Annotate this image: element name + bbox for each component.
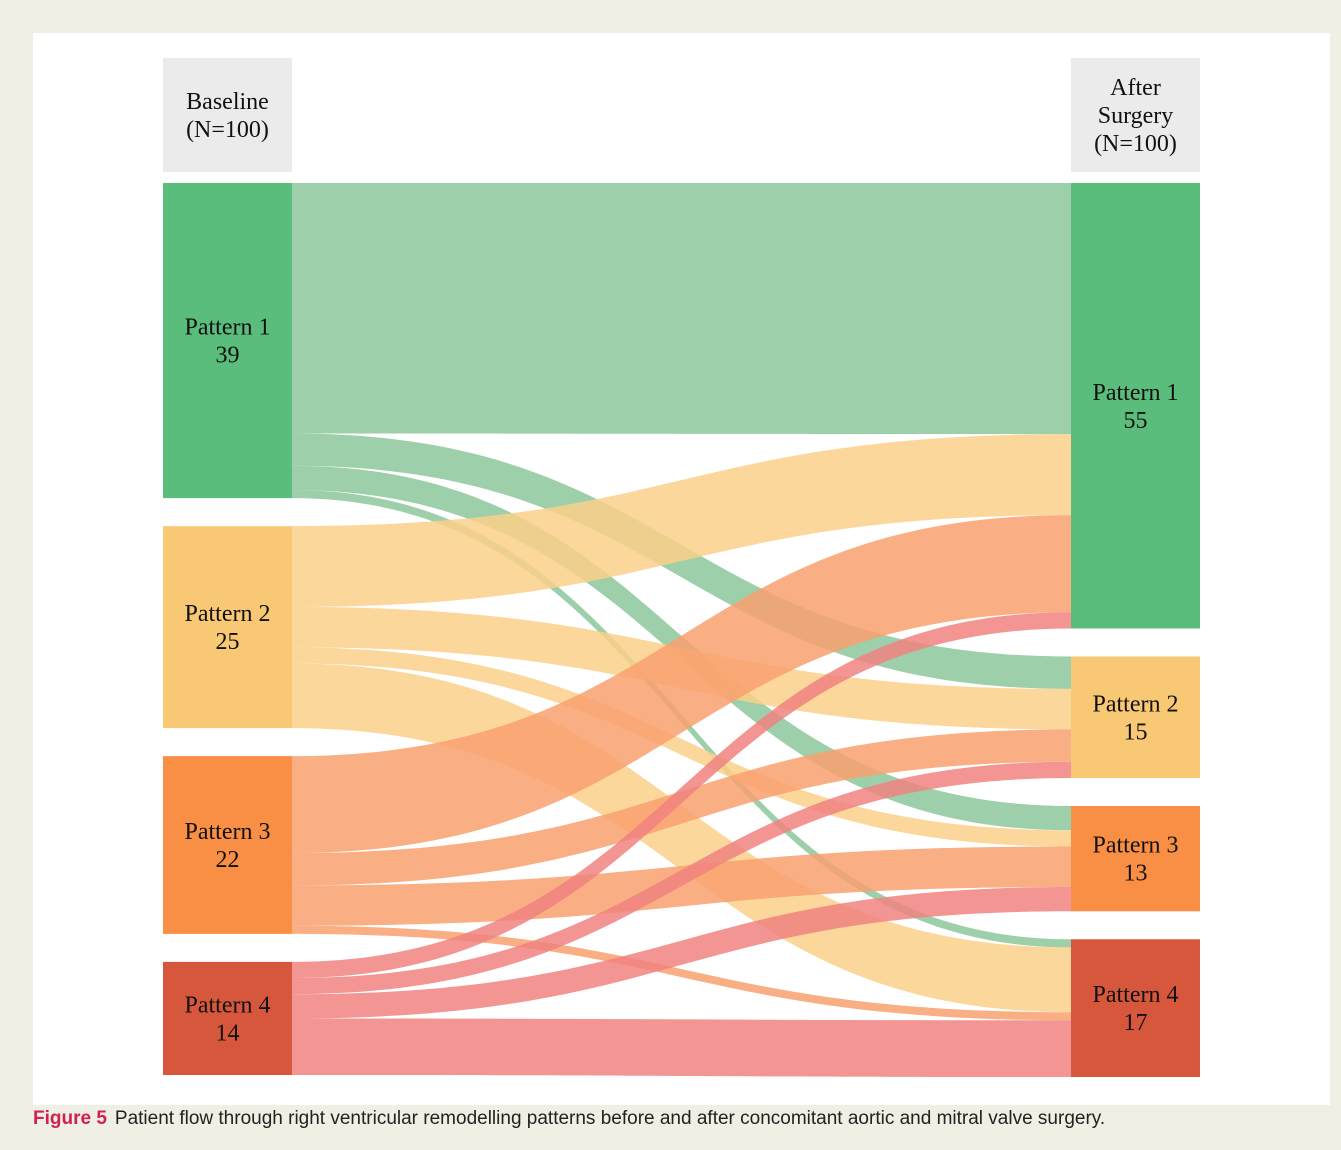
figure-caption-text: Patient flow through right ventricular r… [114,1108,1106,1129]
node-label-right-3: Pattern 3 [1093,833,1179,859]
column-header-text: (N=100) [186,117,269,143]
node-label-right-2: Pattern 2 [1093,691,1179,717]
flow-link-p3-to-p4 [292,925,1071,1021]
node-label-right-1: Pattern 1 [1093,380,1179,406]
column-header-text: After [1110,75,1161,101]
node-label-left-2: Pattern 2 [185,601,271,627]
flow-link-p4-to-p4 [292,1018,1071,1077]
node-right-pattern-4 [1071,939,1200,1077]
flow-link-p2-to-p1 [292,434,1071,607]
figure-label: Figure 5 [33,1108,107,1129]
node-right-pattern-2 [1071,656,1200,778]
node-label-left-3: Pattern 3 [185,819,271,845]
node-left-pattern-2 [163,526,292,729]
flow-link-p4-to-p2 [292,761,1071,995]
node-value-right-3: 13 [1124,861,1148,887]
node-value-left-2: 25 [216,629,240,655]
node-label-left-4: Pattern 4 [185,992,271,1018]
flow-link-p1-to-p1 [292,183,1071,435]
node-value-right-4: 17 [1124,1010,1148,1036]
flow-link-p2-to-p3 [292,647,1071,847]
column-header-box-right [1071,58,1200,172]
node-value-right-2: 15 [1124,719,1148,745]
node-right-pattern-1 [1071,183,1200,629]
flow-link-p4-to-p1 [292,612,1071,979]
column-header-text: Surgery [1098,103,1174,129]
node-value-left-4: 14 [216,1020,240,1046]
node-value-left-1: 39 [216,343,240,369]
flow-link-p3-to-p1 [292,515,1071,854]
column-header-box-left [163,58,292,172]
column-header-text: Baseline [186,89,269,115]
flow-link-p3-to-p3 [292,846,1071,926]
node-left-pattern-1 [163,183,292,499]
node-value-right-1: 55 [1124,408,1148,434]
figure-panel: Baseline (N=100) After Surgery (N=100) Patter… [33,33,1330,1105]
node-left-pattern-3 [163,756,292,934]
flow-links [292,183,1071,1077]
node-value-left-3: 22 [216,847,240,873]
figure-caption: Figure 5 Patient flow through right ventr… [33,1108,1105,1130]
column-header-text: (N=100) [1094,131,1177,157]
node-label-right-4: Pattern 4 [1093,982,1179,1008]
flow-link-p4-to-p3 [292,887,1071,1019]
node-left-pattern-4 [163,961,292,1075]
sankey-chart: Baseline(N=100)AfterSurgery(N=100)Patter… [163,58,1200,1077]
node-right-pattern-3 [1071,806,1200,912]
flow-link-p1-to-p2 [292,433,1071,689]
node-label-left-1: Pattern 1 [185,315,271,341]
flow-link-p3-to-p2 [292,729,1071,886]
